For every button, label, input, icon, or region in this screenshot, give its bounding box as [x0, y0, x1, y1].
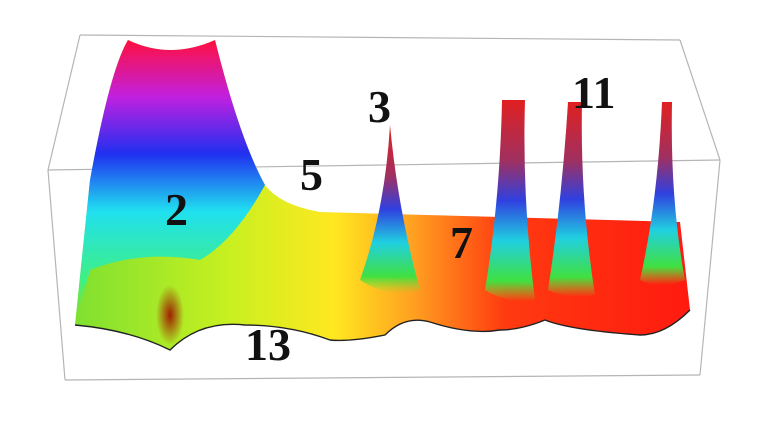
label: 5 [300, 149, 323, 200]
label: 7 [450, 217, 473, 268]
surface [74, 40, 691, 351]
label: 13 [245, 319, 291, 370]
bounding-box-front [47, 159, 721, 381]
label: 2 [165, 184, 188, 235]
label: 11 [572, 67, 615, 118]
label: 3 [368, 81, 391, 132]
